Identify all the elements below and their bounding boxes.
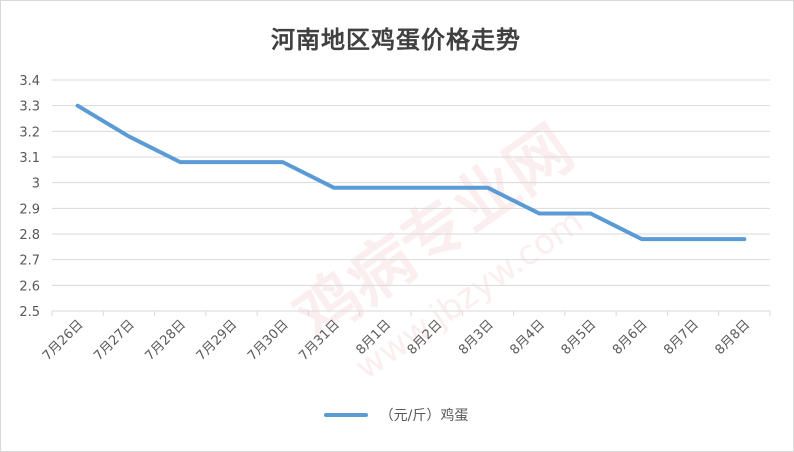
gridlines xyxy=(51,79,771,316)
legend-label: （元/斤）鸡蛋 xyxy=(379,408,469,424)
x-tick-label: 7月28日 xyxy=(142,317,189,364)
y-tick-label: 3 xyxy=(32,177,40,192)
x-tick-label: 8月7日 xyxy=(661,317,702,358)
series-layer xyxy=(75,103,747,242)
x-tick-label: 8月1日 xyxy=(353,317,394,358)
x-tick-label: 7月30日 xyxy=(245,317,292,364)
y-axis-ticks: 2.5 2.6 2.7 2.8 2.9 3 3.1 3.2 3.3 3.4 xyxy=(19,74,40,320)
series-line-0 xyxy=(75,103,747,242)
y-tick-label: 3.3 xyxy=(19,100,40,115)
y-tick-label: 3.1 xyxy=(19,151,40,166)
x-tick-label: 7月27日 xyxy=(91,317,138,364)
y-tick-label: 2.9 xyxy=(19,202,40,217)
y-tick-label: 2.8 xyxy=(19,228,40,243)
x-axis-ticks: 7月26日 7月27日 7月28日 7月29日 7月30日 7月31日 8月1日 8月2日 8月… xyxy=(40,317,753,364)
legend: （元/斤）鸡蛋 xyxy=(0,405,792,425)
y-tick-label: 2.7 xyxy=(19,254,40,269)
x-tick-label: 7月26日 xyxy=(40,317,87,364)
x-tick-label: 8月8日 xyxy=(712,317,753,358)
x-tick-label: 8月5日 xyxy=(559,317,600,358)
x-tick-label: 8月3日 xyxy=(456,317,497,358)
x-tick-label: 7月29日 xyxy=(194,317,241,364)
x-tick-label: 7月31日 xyxy=(296,317,343,364)
chart-title: 河南地区鸡蛋价格走势 xyxy=(271,25,521,54)
x-tick-label: 8月2日 xyxy=(405,317,446,358)
y-tick-label: 3.2 xyxy=(19,125,40,140)
x-tick-label: 8月4日 xyxy=(507,317,548,358)
y-tick-label: 2.6 xyxy=(19,279,40,294)
x-tick-label: 8月6日 xyxy=(610,317,651,358)
legend-swatch xyxy=(323,413,368,417)
y-tick-label: 2.5 xyxy=(19,305,40,320)
y-tick-label: 3.4 xyxy=(19,74,40,89)
